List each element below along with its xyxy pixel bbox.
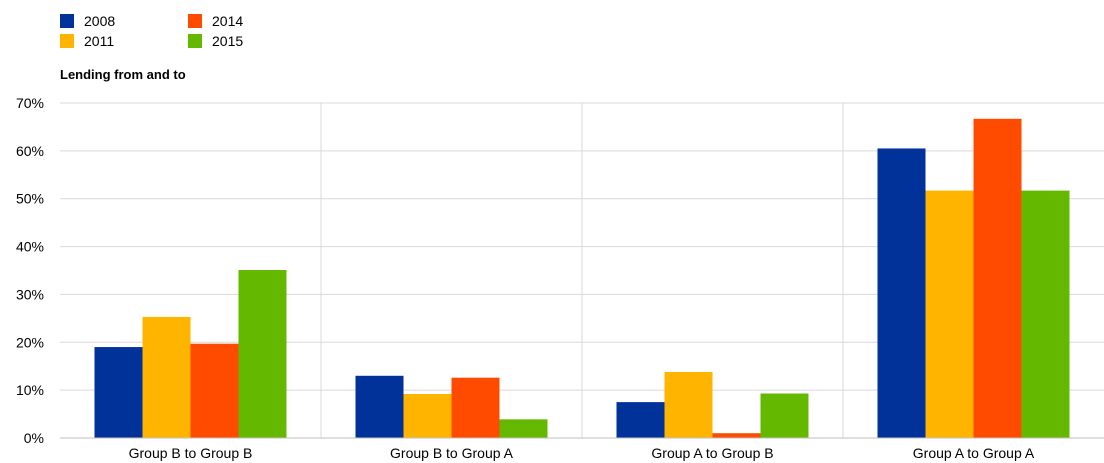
- bar-2008-1: [356, 376, 404, 438]
- y-tick-label: 10%: [16, 382, 44, 398]
- y-tick-label: 50%: [16, 191, 44, 207]
- y-tick-label: 40%: [16, 239, 44, 255]
- y-tick-label: 30%: [16, 286, 44, 302]
- x-category-label: Group B to Group A: [390, 445, 514, 461]
- bar-2011-0: [143, 317, 191, 438]
- x-category-label: Group A to Group A: [913, 445, 1035, 461]
- x-category-label: Group A to Group B: [651, 445, 773, 461]
- bar-2008-0: [95, 347, 143, 438]
- bar-2015-1: [500, 419, 548, 438]
- bar-2015-0: [239, 270, 287, 438]
- bar-2014-3: [974, 119, 1022, 438]
- y-tick-label: 60%: [16, 143, 44, 159]
- bar-2015-3: [1022, 191, 1070, 438]
- y-tick-label: 0%: [24, 430, 44, 446]
- bar-2014-0: [191, 344, 239, 438]
- y-tick-label: 20%: [16, 334, 44, 350]
- bar-2011-1: [404, 394, 452, 438]
- x-category-label: Group B to Group B: [129, 445, 253, 461]
- bar-2014-2: [713, 433, 761, 438]
- y-tick-label: 70%: [16, 95, 44, 111]
- bar-2008-2: [617, 402, 665, 438]
- bar-2011-2: [665, 372, 713, 438]
- bar-2008-3: [878, 148, 926, 438]
- bar-2014-1: [452, 378, 500, 438]
- bar-2015-2: [761, 393, 809, 438]
- bar-2011-3: [926, 191, 974, 438]
